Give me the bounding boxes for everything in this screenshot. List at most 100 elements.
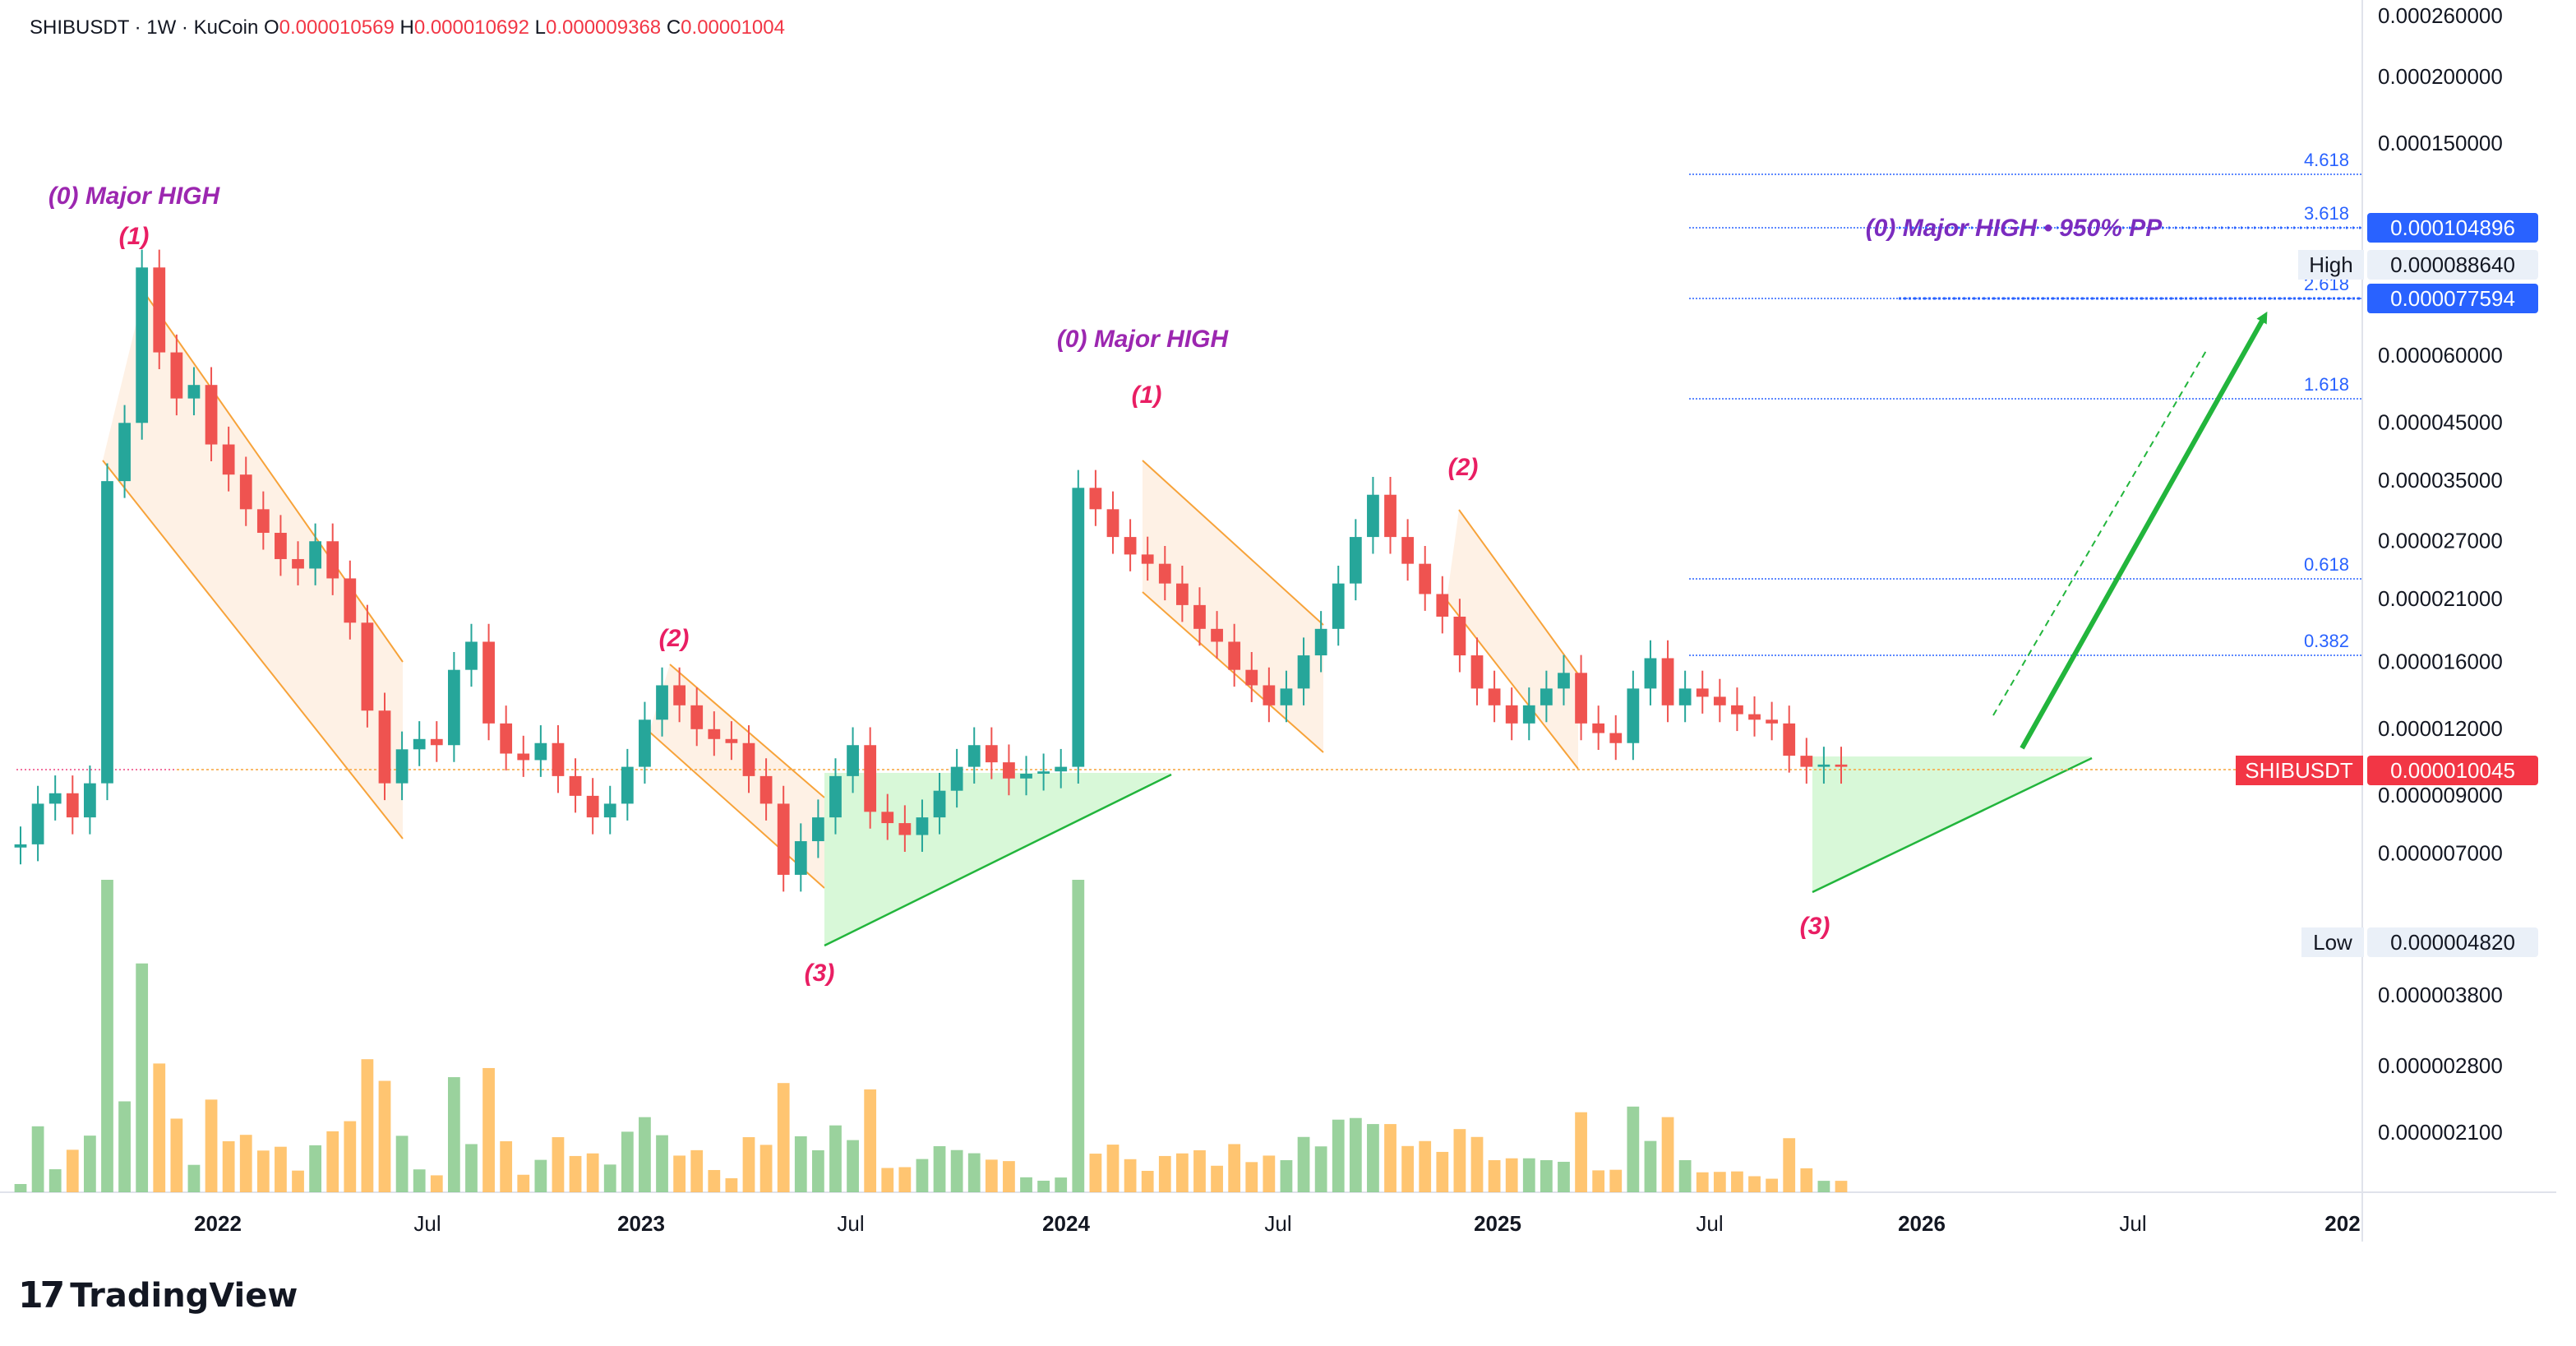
candle-body — [1228, 641, 1241, 670]
candle-body — [1800, 756, 1813, 767]
candle-body — [725, 738, 738, 743]
volume-bar — [1419, 1140, 1432, 1192]
volume-bar — [378, 1080, 391, 1192]
candle-body — [811, 817, 824, 842]
volume-bar — [430, 1175, 443, 1192]
volume-bar — [864, 1089, 877, 1192]
candle-body — [1245, 669, 1258, 686]
candle-body — [1522, 705, 1535, 724]
volume-bar — [552, 1137, 565, 1192]
volume-bar — [639, 1117, 651, 1192]
candle-body — [344, 578, 357, 623]
candle-body — [1141, 554, 1154, 564]
y-tick-label: 0.000007000 — [2378, 841, 2503, 866]
low-label-tag — [2301, 927, 2364, 957]
candle-body — [898, 823, 912, 835]
volume-bar — [256, 1150, 270, 1192]
volume-bar — [1436, 1151, 1449, 1192]
y-tick-label: 0.000009000 — [2378, 783, 2503, 807]
candle-body — [1124, 537, 1137, 555]
volume-bar — [1332, 1119, 1345, 1192]
volume-bar — [759, 1145, 773, 1192]
high-label-tag — [2298, 250, 2364, 280]
low-label-text: Low — [2313, 930, 2352, 955]
current-symbol-tag-text: SHIBUSDT — [2245, 758, 2353, 783]
y-tick-label: 0.000027000 — [2378, 528, 2503, 553]
volume-bar — [1835, 1181, 1848, 1192]
candlesticks — [14, 249, 1848, 892]
volume-bar — [1211, 1165, 1223, 1192]
volume-bar — [48, 1169, 62, 1192]
annotation-wave-2a: (2) — [659, 625, 690, 652]
volume-bar — [690, 1149, 704, 1192]
candle-body — [829, 775, 842, 818]
candle-body — [275, 533, 287, 559]
volume-bar — [1055, 1177, 1068, 1192]
volume-bar — [1505, 1158, 1518, 1192]
candle-body — [1193, 604, 1206, 629]
y-tick-label: 0.000021000 — [2378, 586, 2503, 611]
candle-body — [187, 385, 201, 399]
candle-body — [101, 481, 113, 784]
candle-body — [1540, 688, 1553, 705]
volume-bar — [881, 1168, 894, 1192]
volume-bar — [275, 1146, 287, 1192]
volume-bar — [187, 1164, 201, 1192]
volume-bar — [898, 1167, 912, 1192]
low-value-tag — [2367, 927, 2538, 957]
y-tick-label: 0.000035000 — [2378, 468, 2503, 493]
candle-body — [1263, 685, 1276, 705]
x-tick-label: Jul — [2119, 1211, 2146, 1236]
down-channel-1 — [102, 291, 404, 840]
candle-body — [205, 385, 218, 445]
candle-body — [326, 541, 339, 579]
candle-body — [517, 753, 530, 761]
volume-bar — [1314, 1146, 1327, 1192]
volume-bar — [950, 1149, 963, 1192]
volume-bar — [847, 1140, 859, 1192]
x-tick-label: 2023 — [617, 1211, 665, 1236]
candle-body — [639, 719, 651, 767]
candle-body — [361, 622, 374, 711]
open-value: 0.000010569 — [279, 16, 395, 39]
candle-body — [1384, 494, 1396, 538]
candle-body — [83, 783, 96, 818]
volume-bar — [673, 1155, 686, 1192]
candle-body — [153, 267, 166, 353]
candle-body — [1037, 771, 1050, 775]
annotation-wave-1b: (1) — [1132, 382, 1162, 409]
candle-body — [1020, 774, 1032, 779]
volume-bar — [794, 1136, 807, 1192]
price-axis: 0.000260000 0.000200000 0.000150000 0.00006… — [2378, 3, 2503, 1145]
volume-bar — [603, 1164, 616, 1192]
candle-body — [1661, 658, 1674, 705]
candle-body — [1003, 762, 1015, 779]
symbol-header: SHIBUSDT · 1W · KuCoin O0.000010569 H0.0… — [30, 16, 785, 39]
candle-body — [794, 841, 807, 875]
candle-body — [534, 742, 547, 761]
candle-body — [881, 812, 894, 824]
candle-body — [1488, 688, 1501, 705]
volume-bar — [656, 1135, 668, 1192]
volume-bar — [1817, 1181, 1830, 1192]
candle-body — [1835, 764, 1848, 767]
fib-label: 0.618 — [2304, 554, 2349, 575]
y-tick-label: 0.000002100 — [2378, 1120, 2503, 1145]
tradingview-brand[interactable]: 17 TradingView — [18, 1274, 298, 1316]
candle-body — [1332, 583, 1345, 629]
candle-body — [1211, 628, 1223, 642]
candle-body — [1419, 563, 1432, 594]
volume-bar — [1488, 1160, 1501, 1192]
volume-bar — [1592, 1170, 1605, 1192]
candle-body — [1644, 658, 1657, 689]
volume-bar — [153, 1063, 166, 1192]
candle-body — [1436, 594, 1449, 617]
y-tick-label: 0.000150000 — [2378, 131, 2503, 155]
volume-bar — [447, 1077, 460, 1192]
candle-body — [1609, 733, 1623, 743]
candle-body — [1175, 583, 1189, 605]
volume-bar — [1644, 1140, 1657, 1192]
volume-bar — [1141, 1170, 1154, 1192]
candle-body — [603, 803, 616, 818]
